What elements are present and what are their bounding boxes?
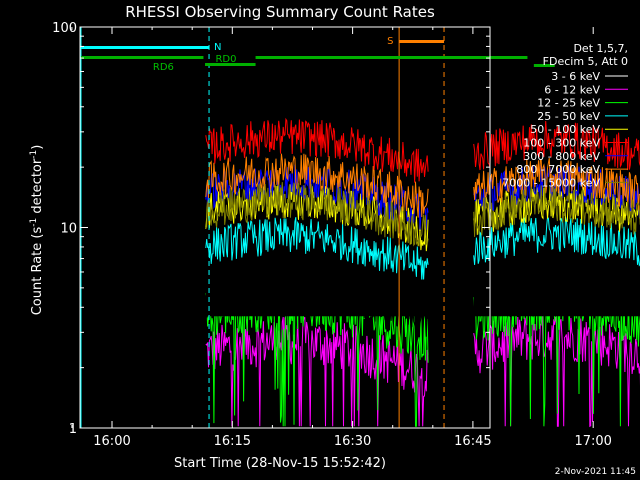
series-layer xyxy=(205,117,640,428)
series-line xyxy=(205,182,429,247)
decimation-bar xyxy=(255,56,528,59)
series-line xyxy=(473,158,640,210)
series-band-3-6kev xyxy=(205,279,429,317)
y-tick-label: 10 xyxy=(60,222,77,237)
night-label: N xyxy=(214,42,221,53)
decimation-bar xyxy=(81,56,204,59)
legend-entry-label: 7000 - 15000 keV xyxy=(502,176,600,189)
saa-bar xyxy=(399,40,445,43)
decimation-bar xyxy=(533,64,555,67)
legend-entry-label: 3 - 6 keV xyxy=(551,70,600,83)
rd0-label: RD0 xyxy=(215,54,236,65)
series-line xyxy=(473,313,640,428)
legend-header-line-1: Det 1,5,7, xyxy=(573,42,628,55)
night-bar xyxy=(81,46,210,49)
series-band-3-6kev xyxy=(473,279,640,317)
decimation-bar xyxy=(205,63,256,66)
legend-entry-label: 6 - 12 keV xyxy=(544,83,600,96)
x-tick-label: 16:00 xyxy=(93,434,130,449)
y-axis-label: Count Rate (s-1 detector-1) xyxy=(29,145,45,316)
series-line xyxy=(205,117,429,183)
x-tick-label: 16:30 xyxy=(334,434,371,449)
y-tick-label: 100 xyxy=(52,21,77,36)
legend-entry-label: 25 - 50 keV xyxy=(537,110,600,123)
series-line xyxy=(205,153,429,218)
y-ticks: 1 10 100 xyxy=(52,21,490,437)
y-tick-label: 1 xyxy=(69,422,77,437)
legend-entry-label: 12 - 25 keV xyxy=(537,97,600,110)
x-tick-label: 16:45 xyxy=(454,434,491,449)
chart-title: RHESSI Observing Summary Count Rates xyxy=(125,3,435,21)
legend-entry-label: 100 - 300 keV xyxy=(523,137,600,150)
series-line xyxy=(473,120,640,171)
rd6-label: RD6 xyxy=(153,62,174,73)
x-tick-label: 16:15 xyxy=(214,434,251,449)
saa-label: S xyxy=(387,36,393,47)
series-line xyxy=(473,216,640,267)
series-line xyxy=(205,217,429,283)
x-axis-label: Start Time (28-Nov-15 15:52:42) xyxy=(174,456,386,471)
series-line xyxy=(473,185,640,237)
timestamp: 2-Nov-2021 11:45 xyxy=(555,467,636,477)
legend-header-line-2: FDecim 5, Att 0 xyxy=(543,55,628,68)
x-tick-label: 17:00 xyxy=(574,434,611,449)
legend-entry-label: 50 - 100 keV xyxy=(530,123,600,136)
legend-entry-label: 300 - 800 keV xyxy=(523,150,600,163)
legend-entry-label: 800 - 7000 keV xyxy=(516,163,600,176)
